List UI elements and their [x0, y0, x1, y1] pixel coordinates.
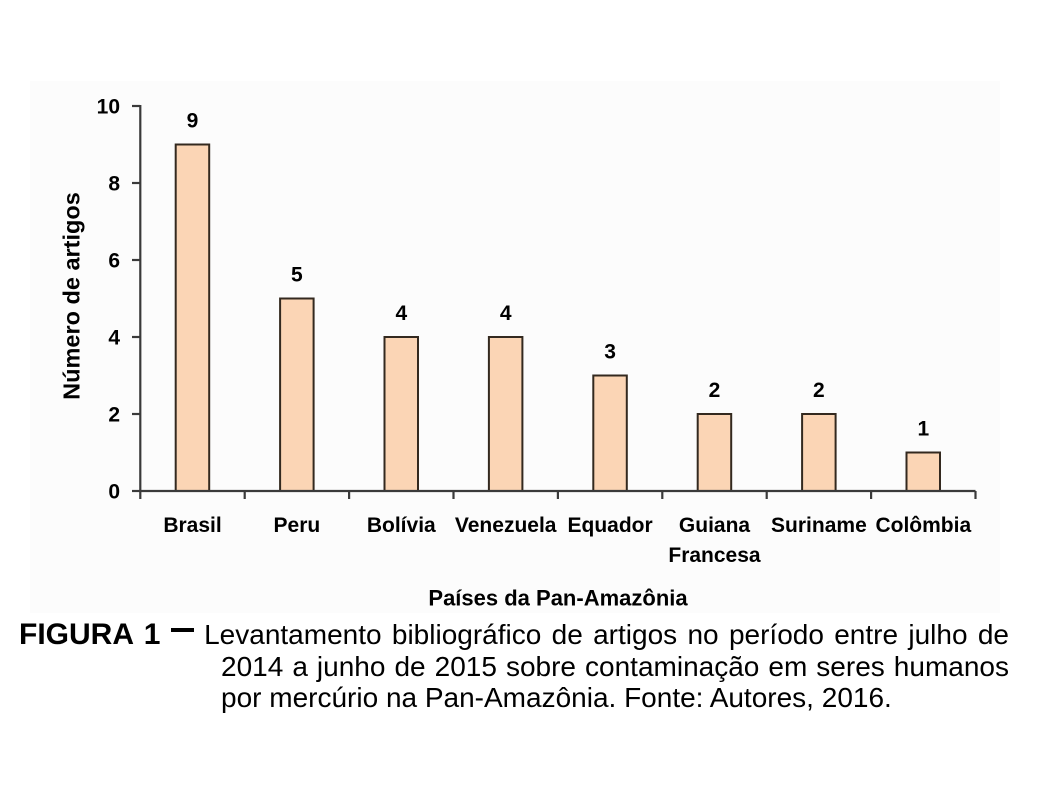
svg-text:8: 8	[108, 173, 120, 196]
svg-text:0: 0	[108, 481, 120, 504]
svg-text:Número de artigos: Número de artigos	[59, 192, 85, 400]
svg-text:10: 10	[97, 96, 120, 119]
svg-text:Colômbia: Colômbia	[875, 514, 971, 537]
svg-text:2: 2	[108, 404, 120, 427]
svg-text:4: 4	[395, 302, 407, 325]
svg-text:3: 3	[604, 341, 616, 364]
svg-text:2: 2	[813, 379, 825, 402]
svg-text:4: 4	[108, 327, 120, 350]
svg-text:2: 2	[709, 379, 721, 402]
svg-text:Venezuela: Venezuela	[455, 514, 557, 537]
svg-text:1: 1	[917, 418, 929, 441]
svg-text:Equador: Equador	[568, 514, 653, 537]
svg-text:Países da Pan-Amazônia: Países da Pan-Amazônia	[428, 586, 688, 611]
svg-text:Francesa: Francesa	[668, 544, 761, 567]
svg-text:4: 4	[500, 302, 512, 325]
svg-text:Bolívia: Bolívia	[367, 514, 436, 537]
svg-text:Brasil: Brasil	[163, 514, 221, 537]
svg-text:6: 6	[108, 250, 120, 273]
svg-text:Suriname: Suriname	[771, 514, 867, 537]
svg-text:Peru: Peru	[274, 514, 321, 537]
svg-text:5: 5	[291, 264, 303, 287]
svg-text:9: 9	[187, 110, 199, 133]
svg-text:Guiana: Guiana	[679, 514, 751, 537]
